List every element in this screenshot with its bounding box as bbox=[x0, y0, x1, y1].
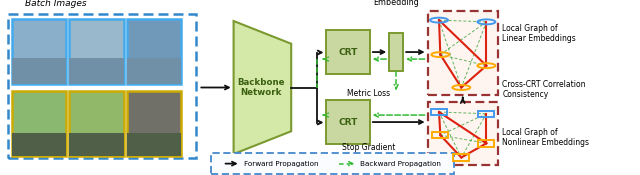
Bar bbox=[478, 111, 495, 117]
Bar bbox=[326, 30, 370, 74]
Bar bbox=[432, 132, 449, 138]
Bar bbox=[69, 19, 124, 84]
Bar bbox=[326, 100, 370, 144]
Bar bbox=[12, 91, 66, 156]
Bar bbox=[12, 58, 66, 84]
Text: Linear
Embedding: Linear Embedding bbox=[373, 0, 419, 7]
Text: Forward Propagation: Forward Propagation bbox=[244, 161, 318, 167]
Text: Stop Gradient: Stop Gradient bbox=[342, 143, 396, 152]
Text: CRT: CRT bbox=[339, 118, 358, 127]
Bar bbox=[127, 91, 181, 156]
Text: Metric Loss: Metric Loss bbox=[347, 89, 390, 98]
Polygon shape bbox=[234, 21, 291, 154]
Text: Batch Images: Batch Images bbox=[25, 0, 86, 8]
Text: Local Graph of
Linear Embeddings: Local Graph of Linear Embeddings bbox=[502, 24, 576, 43]
Bar bbox=[127, 19, 181, 84]
Bar bbox=[453, 154, 469, 161]
Bar bbox=[69, 91, 124, 156]
Bar bbox=[12, 19, 66, 84]
Text: Backbone
Network: Backbone Network bbox=[237, 78, 285, 97]
Text: Backward Propagation: Backward Propagation bbox=[360, 161, 441, 167]
Bar bbox=[428, 102, 498, 165]
Bar bbox=[127, 58, 181, 84]
Bar bbox=[211, 153, 454, 174]
Text: CRT: CRT bbox=[339, 48, 358, 57]
Bar bbox=[8, 14, 196, 158]
Bar bbox=[127, 133, 181, 156]
Text: Cross-CRT Correlation
Consistency: Cross-CRT Correlation Consistency bbox=[502, 80, 586, 99]
Bar bbox=[428, 10, 498, 95]
Bar bbox=[12, 133, 66, 156]
Bar bbox=[478, 140, 495, 146]
Bar bbox=[389, 33, 403, 71]
Bar bbox=[69, 133, 124, 156]
Text: Local Graph of
Nonlinear Embeddings: Local Graph of Nonlinear Embeddings bbox=[502, 128, 589, 147]
Bar bbox=[69, 58, 124, 84]
Bar bbox=[431, 109, 447, 115]
